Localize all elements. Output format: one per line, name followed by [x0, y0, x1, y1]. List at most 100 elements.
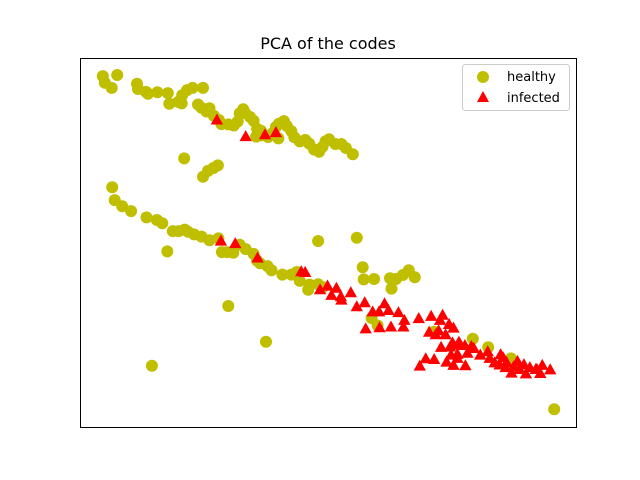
infected-point-2: [258, 128, 272, 140]
healthy-point-7: [142, 87, 154, 100]
infected-point-75: [536, 358, 549, 370]
infected-point-11: [330, 281, 343, 293]
infected-point-26: [384, 320, 398, 332]
infected-point-10: [321, 279, 334, 291]
infected-point-42: [452, 338, 465, 350]
healthy-point-62: [211, 159, 224, 172]
healthy-point-92: [293, 274, 306, 287]
infected-point-76: [544, 363, 557, 375]
healthy-point-109: [222, 300, 235, 312]
healthy-point-98: [350, 231, 363, 244]
infected-point-8: [299, 265, 312, 277]
healthy-point-58: [178, 152, 191, 165]
infected-point-55: [467, 341, 480, 353]
healthy-point-84: [161, 245, 174, 258]
infected-point-6: [251, 251, 264, 263]
infected-point-0: [210, 113, 224, 125]
healthy-point-100: [368, 273, 381, 285]
infected-point-66: [513, 362, 526, 374]
infected-point-69: [494, 348, 507, 360]
infected-point-34: [439, 328, 452, 340]
healthy-point-89: [276, 268, 289, 281]
infected-point-36: [423, 325, 436, 337]
infected-point-74: [534, 366, 547, 379]
series-infected: [210, 113, 557, 379]
healthy-point-2: [105, 81, 118, 94]
healthy-point-108: [356, 261, 369, 274]
infected-point-46: [434, 340, 448, 352]
infected-point-23: [398, 313, 411, 325]
infected-point-15: [335, 293, 348, 305]
healthy-point-118: [548, 403, 561, 416]
infected-point-4: [214, 234, 228, 246]
legend-healthy-marker: [477, 71, 489, 83]
infected-point-12: [325, 288, 338, 300]
infected-point-50: [447, 358, 460, 370]
infected-point-28: [412, 312, 425, 324]
infected-point-53: [461, 346, 474, 358]
healthy-point-56: [250, 130, 263, 143]
infected-point-32: [433, 313, 447, 325]
healthy-point-103: [384, 272, 396, 285]
infected-point-1: [239, 130, 252, 142]
healthy-point-110: [260, 335, 272, 348]
infected-point-51: [451, 351, 464, 363]
healthy-point-99: [357, 273, 370, 286]
infected-point-72: [519, 367, 533, 379]
infected-point-49: [413, 359, 426, 371]
healthy-point-111: [145, 359, 158, 372]
healthy-point-8: [151, 86, 164, 99]
infected-point-35: [447, 321, 460, 333]
healthy-point-97: [312, 235, 325, 247]
healthy-point-69: [156, 217, 169, 230]
infected-point-24: [359, 322, 372, 334]
chart-title: PCA of the codes: [260, 34, 396, 53]
legend: healthy infected: [462, 64, 570, 111]
infected-point-45: [440, 355, 453, 367]
infected-point-71: [505, 366, 518, 378]
healthy-point-88: [265, 264, 278, 277]
infected-point-5: [229, 237, 242, 249]
healthy-point-65: [116, 200, 129, 213]
infected-point-29: [424, 309, 438, 321]
infected-point-27: [397, 320, 410, 332]
healthy-point-15: [197, 81, 209, 94]
healthy-point-94: [302, 283, 315, 296]
healthy-point-63: [106, 181, 119, 194]
healthy-point-66: [125, 205, 138, 218]
infected-point-16: [350, 300, 363, 312]
infected-point-37: [429, 328, 442, 340]
infected-point-52: [459, 359, 472, 371]
infected-point-56: [474, 348, 487, 360]
infected-point-14: [344, 286, 357, 298]
healthy-point-101: [385, 282, 398, 295]
plot-frame: [80, 58, 577, 428]
healthy-point-9: [161, 87, 174, 100]
infected-point-48: [419, 352, 432, 364]
plot-area: [96, 69, 561, 416]
infected-point-61: [500, 355, 513, 367]
infected-point-47: [427, 352, 441, 365]
infected-point-19: [372, 305, 386, 317]
infected-point-9: [313, 283, 327, 295]
healthy-point-14: [186, 81, 199, 94]
legend-infected-label: infected: [507, 91, 560, 106]
healthy-point-67: [140, 211, 153, 224]
infected-point-3: [269, 126, 283, 138]
healthy-point-114: [466, 332, 479, 345]
legend-infected-marker: [477, 91, 489, 102]
infected-point-17: [358, 296, 371, 308]
healthy-point-76: [203, 234, 216, 247]
healthy-point-10: [163, 97, 176, 110]
legend-healthy-label: healthy: [507, 70, 556, 85]
infected-point-58: [481, 345, 494, 357]
healthy-point-106: [408, 271, 421, 284]
healthy-point-80: [227, 246, 240, 259]
infected-point-25: [373, 321, 386, 333]
infected-point-22: [392, 306, 405, 318]
infected-point-21: [382, 303, 395, 315]
healthy-point-54: [346, 148, 359, 161]
infected-point-44: [444, 348, 458, 360]
healthy-point-16: [175, 97, 188, 110]
